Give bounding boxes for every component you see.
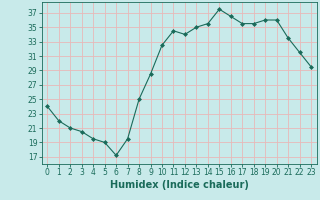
X-axis label: Humidex (Indice chaleur): Humidex (Indice chaleur): [110, 180, 249, 190]
